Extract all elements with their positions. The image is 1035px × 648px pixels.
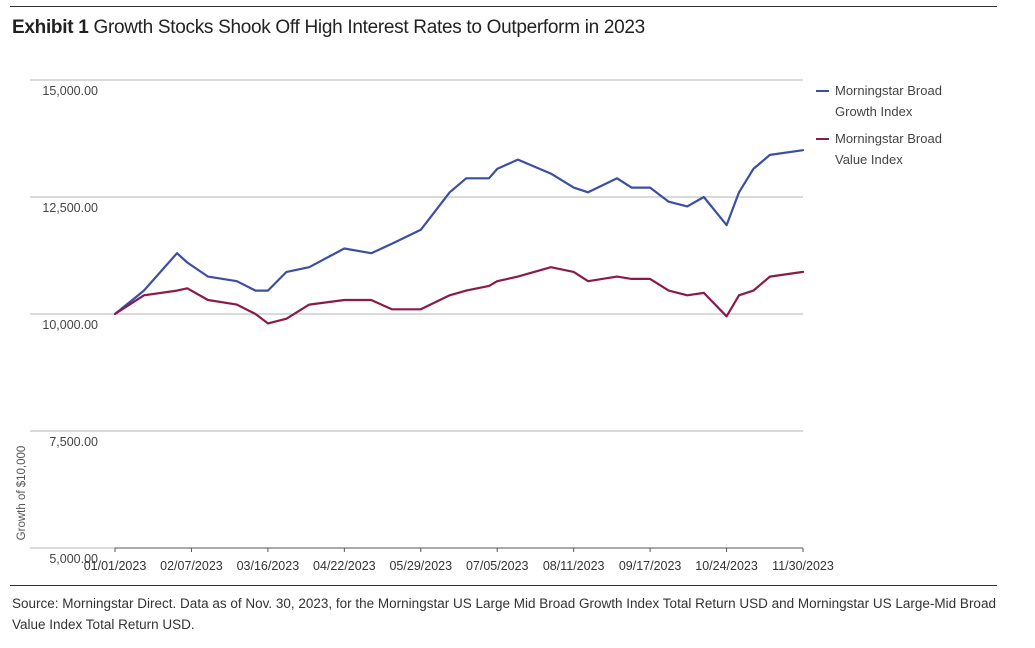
growth-series-line <box>113 149 805 316</box>
y-tick-label: 15,000.00 <box>42 84 98 98</box>
x-tick-label: 02/07/2023 <box>160 559 223 573</box>
legend-swatch-growth <box>816 90 829 92</box>
x-tick-label: 11/30/2023 <box>772 559 834 573</box>
chart-legend: Morningstar Broad Growth Index Morningst… <box>816 80 965 176</box>
x-tick-label: 07/05/2023 <box>466 559 529 573</box>
y-axis-label: Growth of $10,000 <box>16 446 28 541</box>
legend-item-value: Morningstar Broad Value Index <box>816 128 965 170</box>
legend-label-growth: Morningstar Broad Growth Index <box>835 83 942 119</box>
y-tick-label: 12,500.00 <box>42 201 98 215</box>
x-tick-label: 04/22/2023 <box>313 559 376 573</box>
x-tick-label: 03/16/2023 <box>237 559 300 573</box>
bottom-rule <box>10 585 997 586</box>
legend-item-growth: Morningstar Broad Growth Index <box>816 80 965 122</box>
y-tick-label: 10,000.00 <box>42 318 98 332</box>
source-note: Source: Morningstar Direct. Data as of N… <box>12 596 996 632</box>
x-tick-label: 01/01/2023 <box>84 559 147 573</box>
x-tick-label: 10/24/2023 <box>695 559 758 573</box>
x-tick-label: 09/17/2023 <box>619 559 682 573</box>
y-tick-label: 5,000.00 <box>49 552 98 566</box>
legend-label-value: Morningstar Broad Value Index <box>835 131 942 167</box>
chart-title-text: Growth Stocks Shook Off High Interest Ra… <box>93 17 645 38</box>
legend-swatch-value <box>816 138 829 140</box>
y-tick-label: 7,500.00 <box>49 435 98 449</box>
chart-title-label: Exhibit 1 <box>12 17 89 38</box>
line-chart: 15,000.00 12,500.00 10,000.00 7,500.00 5,000… <box>16 79 834 573</box>
x-tick-label: 08/11/2023 <box>543 559 605 573</box>
top-rule <box>10 6 997 7</box>
x-tick-label: 05/29/2023 <box>389 559 452 573</box>
value-series-line <box>113 266 805 325</box>
chart-title: Exhibit 1 Growth Stocks Shook Off High I… <box>12 17 645 39</box>
